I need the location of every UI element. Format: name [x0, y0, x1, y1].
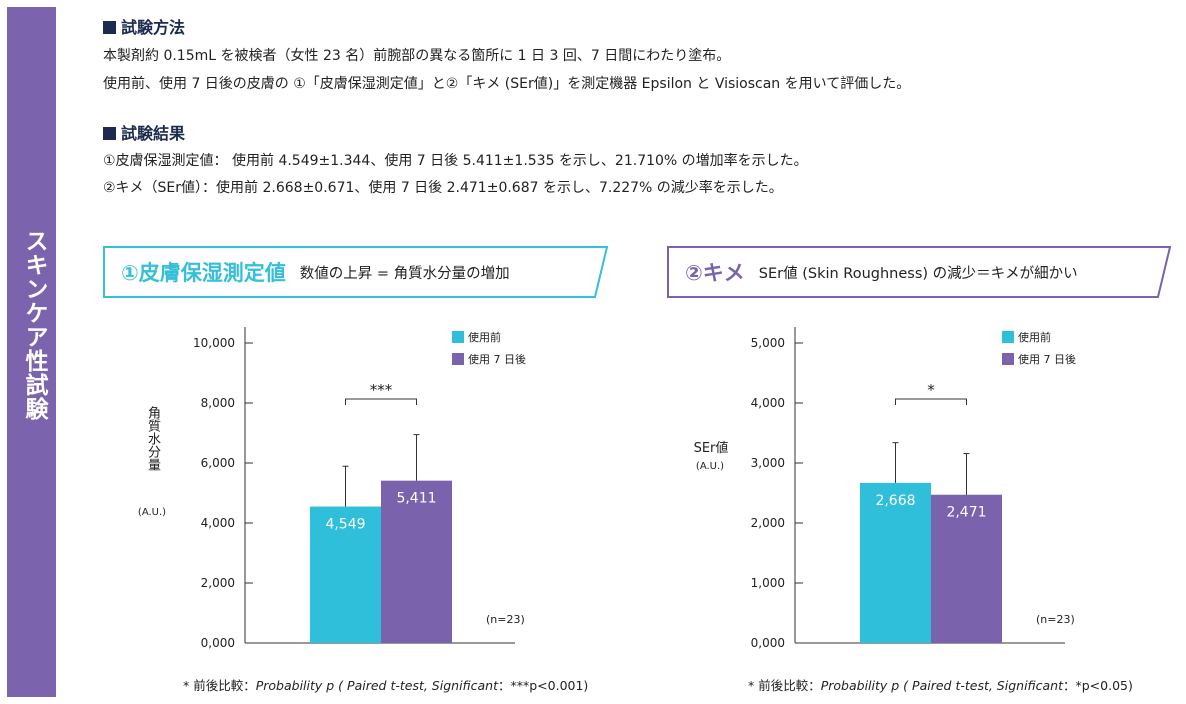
data-label: 4,549 — [325, 517, 365, 533]
bar-before — [310, 506, 381, 643]
y-tick-label: 8,000 — [201, 396, 235, 410]
results-heading-text: 試験結果 — [121, 124, 186, 143]
legend-label: 使用 7 日後 — [1018, 352, 1076, 366]
footnote-suffix: ：*p<0.05) — [1062, 678, 1133, 693]
square-bullet-icon — [103, 127, 116, 140]
footnote-suffix: ：***p<0.001) — [497, 678, 589, 693]
footnote-texture: * 前後比較：Probability p ( Paired t-test, Si… — [748, 675, 1133, 694]
footnote-prefix: * 前後比較： — [748, 678, 821, 693]
legend-swatch — [452, 353, 464, 365]
n-label: (n=23) — [1036, 613, 1075, 626]
y-axis-label: SEr値 — [693, 441, 729, 456]
legend-swatch — [452, 331, 464, 343]
bar-before — [860, 482, 931, 643]
legend-swatch — [1002, 353, 1014, 365]
significance-bracket — [345, 398, 417, 405]
y-tick-label: 5,000 — [751, 336, 785, 350]
significance-marker: * — [927, 381, 935, 399]
sidebar: スキンケア性試験 — [7, 7, 56, 697]
bar-after — [381, 480, 452, 643]
significance-marker: *** — [370, 381, 393, 399]
banner-moisture-subtitle: 数値の上昇 = 角質水分量の増加 — [299, 265, 510, 282]
bar-after — [931, 494, 1002, 643]
y-tick-label: 4,000 — [201, 516, 235, 530]
y-tick-label: 1,000 — [751, 576, 785, 590]
results-line-1: ①皮膚保湿測定値： 使用前 4.549±1.344、使用 7 日後 5.411±… — [103, 153, 808, 169]
banner-frame — [667, 246, 1171, 298]
footnote-prefix: * 前後比較： — [183, 678, 256, 693]
sidebar-title: スキンケア性試験 — [21, 229, 47, 421]
footnote-italic: Probability p ( Paired t-test, Significa… — [255, 678, 498, 693]
y-tick-label: 4,000 — [751, 396, 785, 410]
chart-moisture-svg: 0,000 2,000 4,000 6,000 8,000 10,000 4,549 5,41… — [193, 327, 526, 650]
y-axis-label-text: 角質水分量 — [145, 406, 160, 471]
data-label: 2,471 — [946, 505, 986, 521]
banner-texture: ②キメ SEr値 (Skin Roughness) の減少＝キメが細かい — [667, 246, 1171, 298]
banner-moisture: ①皮膚保湿測定値 数値の上昇 = 角質水分量の増加 — [103, 246, 608, 298]
method-line-1: 本製剤約 0.15mL を被検者（女性 23 名）前腕部の異なる箇所に 1 日 … — [103, 48, 731, 64]
y-tick-label: 3,000 — [751, 456, 785, 470]
significance-bracket — [895, 398, 967, 405]
y-tick-label: 6,000 — [201, 456, 235, 470]
method-heading-text: 試験方法 — [121, 18, 186, 37]
y-tick-label: 2,000 — [751, 516, 785, 530]
y-tick-label: 0,000 — [751, 636, 785, 650]
data-label: 5,411 — [396, 491, 436, 507]
y-tick-label: 0,000 — [201, 636, 235, 650]
banner-frame — [103, 246, 608, 298]
y-tick-label: 2,000 — [201, 576, 235, 590]
legend-label: 使用前 — [468, 330, 501, 344]
legend-label: 使用前 — [1018, 330, 1051, 344]
chart-moisture: 0,000 2,000 4,000 6,000 8,000 10,000 4,549 5,41… — [138, 320, 610, 660]
chart-texture: 0,000 1,000 2,000 3,000 4,000 5,000 2,668 2,471… — [690, 320, 1160, 660]
y-axis-label: 角質水分量 — [140, 406, 164, 477]
banner-moisture-title: ①皮膚保湿測定値 — [121, 261, 286, 285]
y-tick-label: 10,000 — [193, 336, 235, 350]
results-heading: 試験結果 — [103, 120, 185, 144]
square-bullet-icon — [103, 21, 116, 34]
legend-swatch — [1002, 331, 1014, 343]
banner-texture-subtitle: SEr値 (Skin Roughness) の減少＝キメが細かい — [758, 265, 1078, 282]
method-line-2: 使用前、使用 7 日後の皮膚の ①「皮膚保湿測定値」と②「キメ (SEr値)」を… — [103, 76, 911, 92]
chart-texture-svg: 0,000 1,000 2,000 3,000 4,000 5,000 2,668 2,471… — [751, 327, 1076, 650]
data-label: 2,668 — [875, 493, 915, 509]
y-axis-unit: (A.U.) — [137, 507, 167, 518]
banner-texture-title: ②キメ — [685, 261, 745, 285]
method-heading: 試験方法 — [103, 14, 185, 38]
legend-label: 使用 7 日後 — [468, 352, 526, 366]
n-label: (n=23) — [486, 613, 525, 626]
results-line-2: ②キメ（SEr値）：使用前 2.668±0.671、使用 7 日後 2.471±… — [103, 180, 783, 196]
footnote-italic: Probability p ( Paired t-test, Significa… — [820, 678, 1063, 693]
footnote-moisture: * 前後比較：Probability p ( Paired t-test, Si… — [183, 675, 588, 694]
y-axis-unit: (A.U.) — [695, 461, 725, 472]
